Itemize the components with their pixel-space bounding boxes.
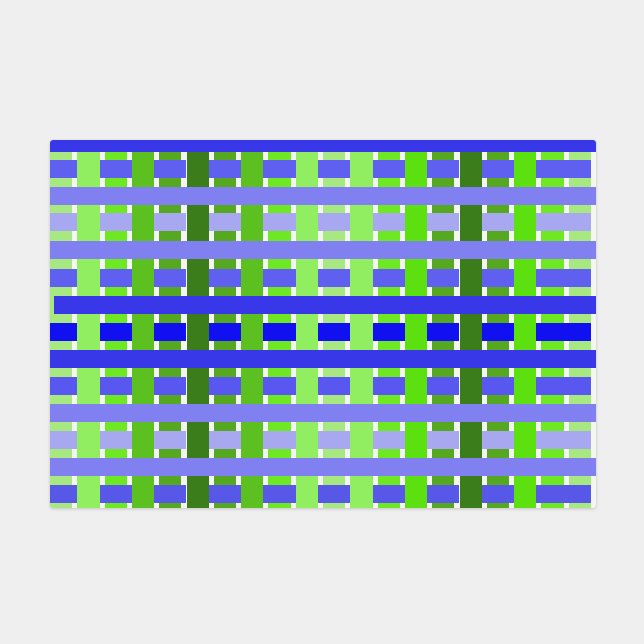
woven-band-segment — [154, 485, 187, 503]
woven-band-segment — [50, 213, 78, 231]
woven-band-segment — [99, 377, 132, 395]
woven-band-segment — [99, 160, 132, 178]
woven-band-segment — [536, 431, 591, 449]
woven-band-segment — [154, 431, 187, 449]
woven-band-segment — [536, 377, 591, 395]
woven-band-segment — [208, 323, 242, 341]
woven-band-segment — [372, 213, 405, 231]
woven-band-segment — [372, 269, 405, 287]
woven-band-segment — [481, 431, 515, 449]
woven-band-segment — [481, 269, 515, 287]
woven-band-segment — [208, 213, 242, 231]
woven-band-segment — [154, 213, 187, 231]
woven-band-segment — [99, 323, 132, 341]
woven-band-segment — [208, 485, 242, 503]
woven-band-segment — [263, 160, 296, 178]
woven-band-segment — [318, 431, 351, 449]
woven-band-segment — [50, 323, 78, 341]
horizontal-band — [54, 296, 596, 314]
woven-band-segment — [481, 323, 515, 341]
horizontal-band — [50, 187, 596, 205]
vertical-stripe — [295, 152, 318, 508]
woven-band-segment — [481, 485, 515, 503]
woven-band-segment — [99, 269, 132, 287]
woven-band-segment — [318, 269, 351, 287]
woven-band-segment — [50, 431, 78, 449]
woven-band-segment — [318, 377, 351, 395]
woven-band-segment — [263, 323, 296, 341]
horizontal-band — [50, 404, 596, 422]
woven-band-segment — [263, 431, 296, 449]
vertical-stripe — [459, 152, 482, 508]
woven-band-segment — [536, 269, 591, 287]
woven-band-segment — [99, 431, 132, 449]
doormat — [50, 140, 596, 508]
woven-band-segment — [427, 377, 460, 395]
woven-band-segment — [481, 213, 515, 231]
woven-band-segment — [154, 377, 187, 395]
woven-band-segment — [318, 323, 351, 341]
woven-band-segment — [427, 323, 460, 341]
horizontal-band — [50, 241, 596, 259]
horizontal-band — [50, 350, 596, 368]
woven-band-segment — [536, 213, 591, 231]
woven-band-segment — [263, 377, 296, 395]
woven-band-segment — [536, 160, 591, 178]
woven-band-segment — [318, 160, 351, 178]
vertical-stripe — [131, 152, 155, 508]
woven-band-segment — [99, 485, 132, 503]
woven-band-segment — [372, 485, 405, 503]
woven-band-segment — [50, 377, 78, 395]
woven-band-segment — [427, 213, 460, 231]
woven-band-segment — [427, 485, 460, 503]
vertical-stripe — [241, 152, 264, 508]
woven-band-segment — [481, 377, 515, 395]
woven-band-segment — [99, 213, 132, 231]
woven-band-segment — [481, 160, 515, 178]
woven-band-segment — [372, 323, 405, 341]
woven-band-segment — [536, 485, 591, 503]
woven-band-segment — [318, 485, 351, 503]
woven-band-segment — [208, 377, 242, 395]
vertical-stripe — [350, 152, 373, 508]
woven-band-segment — [318, 213, 351, 231]
woven-band-segment — [50, 269, 78, 287]
woven-band-segment — [208, 160, 242, 178]
woven-band-segment — [50, 485, 78, 503]
woven-band-segment — [263, 485, 296, 503]
woven-band-segment — [372, 377, 405, 395]
vertical-stripe — [77, 152, 100, 508]
horizontal-band — [50, 140, 596, 152]
vertical-stripe — [514, 152, 537, 508]
vertical-stripe — [186, 152, 209, 508]
woven-band-segment — [372, 160, 405, 178]
woven-band-segment — [154, 160, 187, 178]
woven-band-segment — [536, 323, 591, 341]
woven-band-segment — [427, 160, 460, 178]
woven-band-segment — [154, 269, 187, 287]
woven-band-segment — [372, 431, 405, 449]
woven-band-segment — [263, 213, 296, 231]
woven-band-segment — [427, 431, 460, 449]
woven-band-segment — [208, 269, 242, 287]
woven-band-segment — [263, 269, 296, 287]
woven-band-segment — [154, 323, 187, 341]
vertical-stripe — [404, 152, 428, 508]
woven-band-segment — [50, 160, 78, 178]
woven-band-segment — [208, 431, 242, 449]
horizontal-band — [50, 458, 596, 476]
woven-band-segment — [427, 269, 460, 287]
